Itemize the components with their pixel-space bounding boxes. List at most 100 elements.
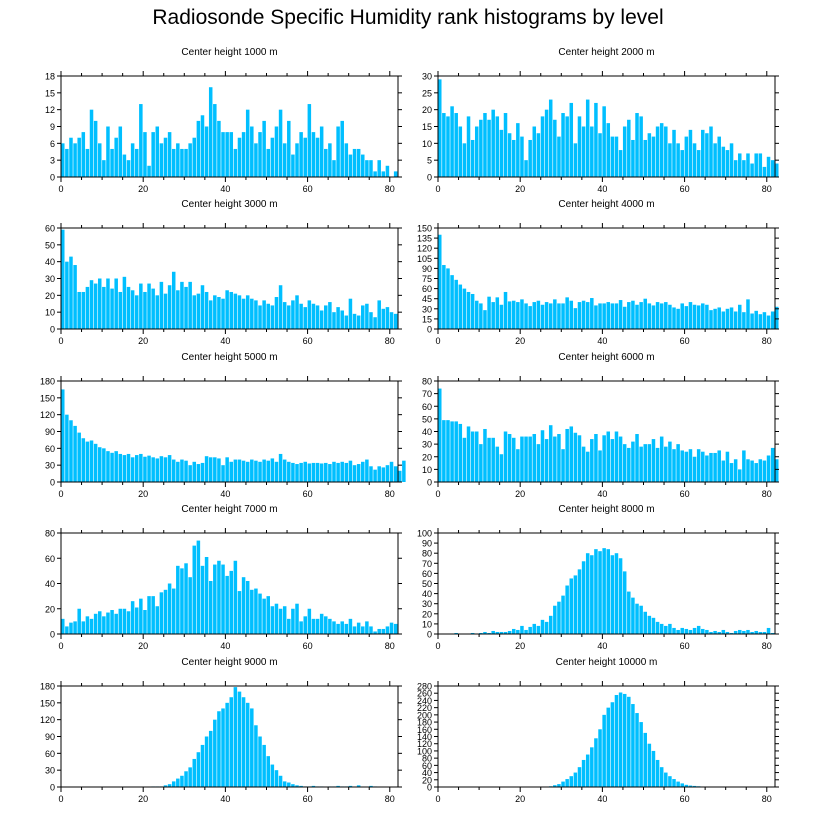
histogram-bar: [442, 420, 446, 482]
histogram-bar: [511, 437, 516, 482]
histogram-bar: [237, 459, 242, 482]
y-tick-label: 0: [50, 173, 55, 183]
histogram-bar: [208, 87, 213, 177]
histogram-bar: [159, 456, 164, 482]
histogram-bar: [303, 616, 307, 634]
histogram-bar: [594, 434, 598, 482]
y-tick-label: 3: [50, 156, 55, 166]
histogram-bar: [454, 279, 458, 329]
histogram-panel: Center height 10000 m0204060801001201401…: [417, 657, 779, 804]
histogram-bar: [766, 455, 771, 482]
y-tick-label: 50: [422, 579, 432, 589]
histogram-bar: [213, 457, 217, 482]
histogram-bar: [159, 143, 164, 177]
histogram-bar: [544, 302, 549, 329]
histogram-bar: [180, 568, 184, 634]
histogram-bar: [688, 449, 693, 482]
histogram-bar: [688, 302, 693, 329]
histogram-bar: [319, 126, 324, 177]
histogram-bar: [438, 234, 442, 329]
histogram-bar: [151, 596, 155, 635]
histogram-bar: [696, 150, 701, 177]
histogram-bar: [536, 444, 541, 483]
histogram-bar: [738, 304, 742, 329]
histogram-bar: [385, 626, 390, 634]
histogram-bar: [766, 627, 771, 634]
histogram-bar: [250, 589, 254, 634]
histogram-bar: [192, 461, 197, 482]
y-tick-label: 200: [417, 710, 432, 720]
x-tick-label: 60: [680, 184, 690, 194]
histogram-bar: [680, 783, 684, 787]
y-tick-label: 60: [422, 284, 432, 294]
histogram-bar: [499, 454, 504, 482]
histogram-bar: [610, 555, 615, 634]
y-tick-label: 160: [417, 725, 432, 735]
histogram-bar: [540, 304, 545, 329]
histogram-bar: [315, 462, 320, 482]
x-tick-label: 80: [385, 489, 395, 499]
histogram-bar: [291, 154, 295, 177]
histogram-bar: [651, 750, 656, 787]
histogram-bar: [725, 631, 730, 634]
panel-title: Center height 4000 m: [558, 199, 654, 210]
histogram-bar: [369, 160, 373, 177]
histogram-bar: [196, 464, 201, 482]
histogram-bar: [717, 307, 721, 329]
histogram-bar: [647, 444, 652, 483]
histogram-bar: [536, 133, 541, 177]
x-tick-label: 20: [515, 489, 525, 499]
histogram-bar: [573, 432, 578, 482]
histogram-bar: [446, 420, 450, 482]
histogram-bar: [532, 623, 537, 634]
histogram-bar: [598, 303, 602, 329]
histogram-bar: [524, 303, 528, 329]
histogram-bar: [229, 697, 234, 787]
histogram-bar: [336, 307, 340, 329]
histogram-bar: [332, 312, 336, 329]
histogram-bar: [725, 308, 730, 329]
histogram-bar: [324, 462, 328, 482]
histogram-bar: [377, 628, 381, 634]
histogram-bar: [188, 767, 192, 787]
histogram-bar: [553, 119, 557, 177]
histogram-bar: [754, 310, 758, 329]
histogram-bar: [258, 736, 262, 787]
histogram-bar: [73, 425, 77, 482]
histogram-bar: [221, 132, 225, 177]
histogram-bar: [688, 629, 693, 634]
histogram-bar: [705, 133, 709, 177]
histogram-bar: [627, 119, 631, 177]
histogram-bar: [762, 631, 767, 634]
histogram-bar: [85, 148, 90, 177]
x-tick-label: 0: [58, 336, 63, 346]
histogram-bar: [340, 120, 344, 177]
histogram-bar: [377, 300, 381, 329]
histogram-bar: [643, 444, 647, 483]
histogram-bar: [151, 457, 155, 482]
histogram-bar: [544, 439, 549, 482]
histogram-bar: [106, 612, 110, 634]
histogram-bar: [373, 171, 377, 177]
histogram-bar: [319, 310, 324, 329]
histogram-bar: [540, 430, 545, 482]
histogram-bar: [635, 113, 639, 177]
histogram-bar: [664, 772, 668, 787]
histogram-bar: [365, 160, 369, 177]
histogram-bar: [303, 461, 307, 482]
histogram-bar: [643, 139, 647, 177]
panel-title: Center height 2000 m: [558, 47, 654, 58]
histogram-bar: [303, 307, 307, 329]
histogram-bar: [262, 300, 266, 329]
histogram-bar: [594, 102, 598, 177]
histogram-bar: [585, 754, 590, 787]
histogram-bar: [213, 564, 217, 634]
histogram-bar: [590, 126, 594, 177]
histogram-bar: [356, 315, 361, 329]
histogram-bar: [352, 626, 357, 634]
histogram-bar: [696, 449, 701, 482]
histogram-bar: [299, 303, 303, 329]
histogram-bar: [213, 719, 217, 787]
histogram-bar: [225, 575, 229, 634]
histogram-bar: [217, 711, 221, 787]
